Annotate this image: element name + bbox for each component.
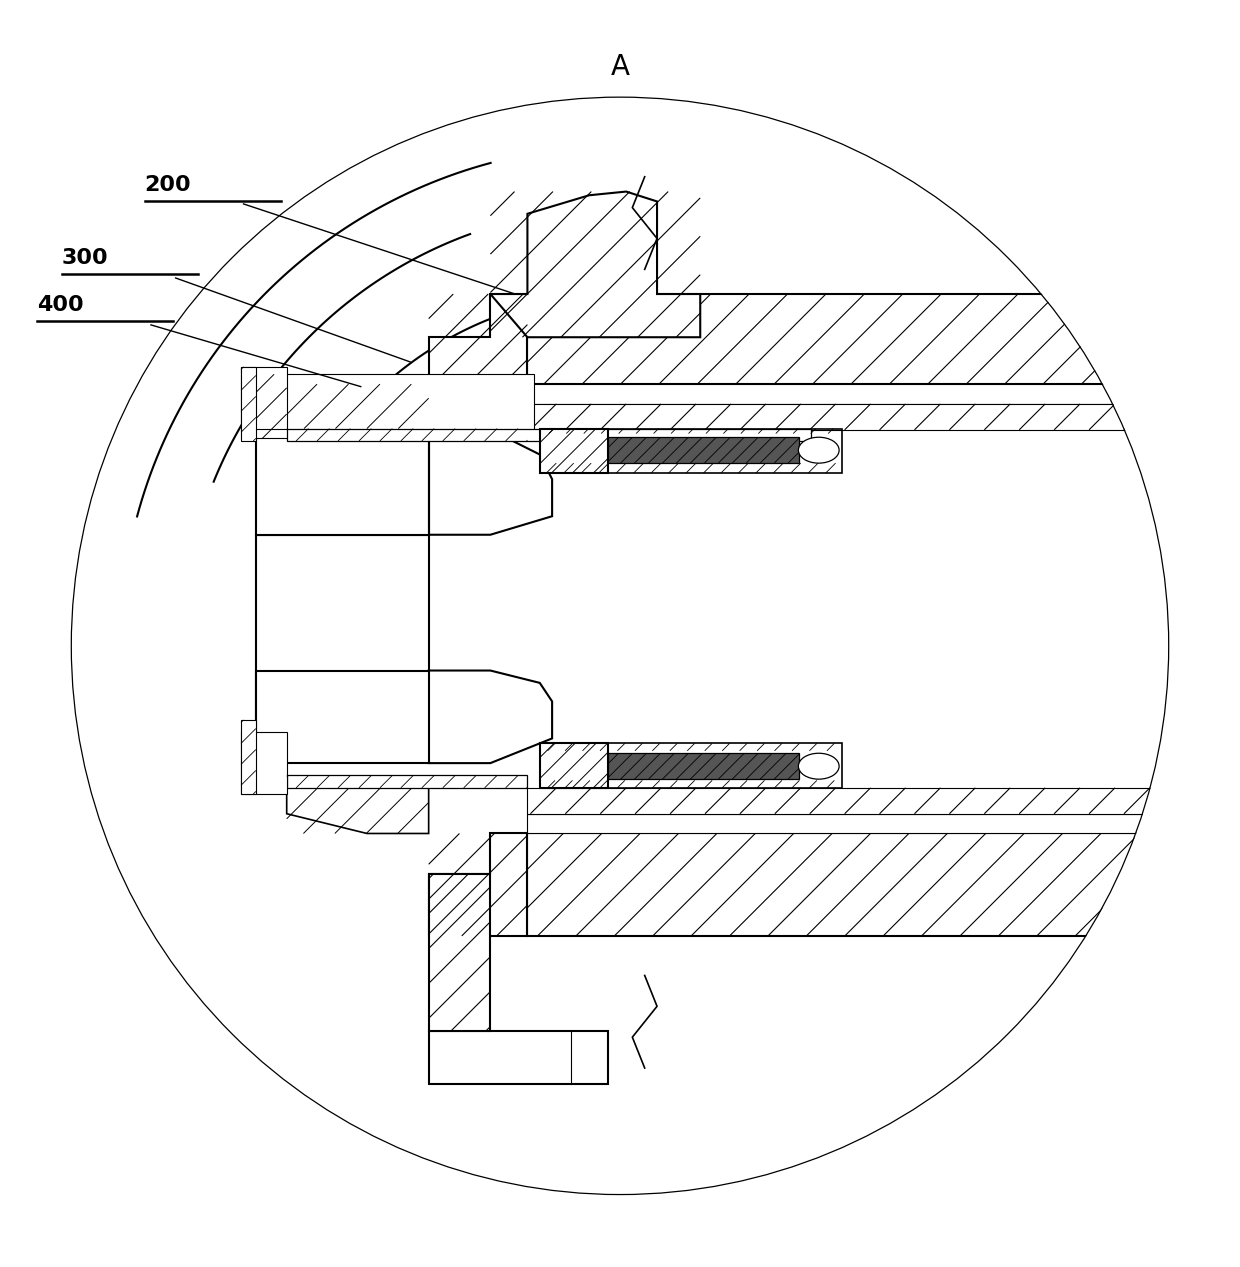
Text: A: A: [610, 53, 630, 81]
Bar: [527, 384, 1188, 404]
Polygon shape: [286, 384, 429, 428]
Bar: [527, 294, 1188, 384]
Bar: [527, 404, 1188, 430]
Bar: [539, 428, 842, 473]
Bar: [527, 813, 1188, 834]
Text: 200: 200: [145, 175, 191, 195]
Bar: [241, 720, 255, 794]
Polygon shape: [429, 670, 552, 763]
Bar: [249, 374, 533, 438]
Polygon shape: [286, 788, 429, 834]
Ellipse shape: [799, 437, 839, 464]
Bar: [539, 428, 608, 473]
Text: 300: 300: [62, 248, 109, 269]
Polygon shape: [429, 874, 490, 1031]
Bar: [527, 788, 1188, 813]
Text: 400: 400: [37, 295, 84, 315]
Bar: [539, 744, 842, 788]
Polygon shape: [429, 294, 527, 384]
Bar: [255, 535, 429, 732]
Bar: [539, 744, 608, 788]
Polygon shape: [490, 191, 701, 337]
Bar: [241, 367, 255, 441]
Circle shape: [71, 96, 1169, 1195]
Polygon shape: [429, 834, 527, 936]
Bar: [241, 732, 286, 794]
Bar: [527, 834, 1188, 936]
Bar: [608, 754, 799, 779]
Bar: [286, 775, 527, 788]
Polygon shape: [429, 430, 552, 535]
Bar: [608, 437, 799, 464]
Bar: [241, 367, 286, 428]
Bar: [286, 428, 811, 441]
Polygon shape: [255, 430, 429, 535]
Polygon shape: [429, 1031, 608, 1085]
Polygon shape: [255, 670, 429, 763]
Ellipse shape: [799, 754, 839, 779]
